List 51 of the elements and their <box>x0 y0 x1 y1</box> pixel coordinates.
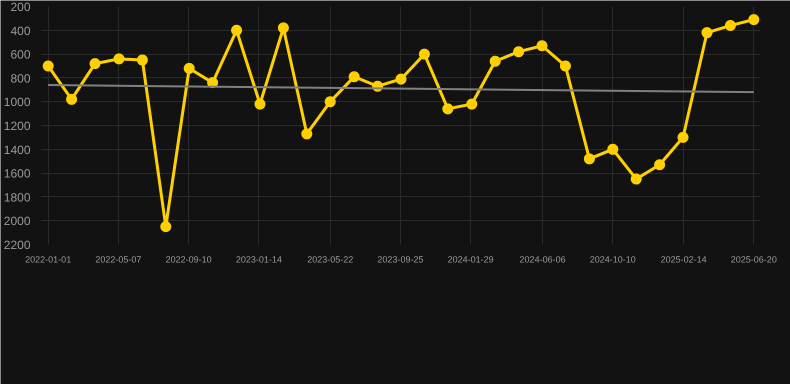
x-tick-label: 2025-06-20 <box>730 254 777 264</box>
y-tick-label: 1600 <box>4 166 31 181</box>
point <box>442 103 454 114</box>
y-tick-label: 1000 <box>4 95 31 110</box>
point <box>701 27 712 38</box>
point <box>136 54 148 66</box>
point <box>654 159 666 170</box>
y-tick-label: 600 <box>10 48 31 62</box>
point <box>724 20 736 32</box>
point <box>324 96 336 108</box>
point <box>536 40 548 52</box>
point <box>466 98 478 110</box>
point <box>678 132 689 143</box>
point <box>513 46 524 58</box>
x-tick-label: 2024-01-29 <box>448 254 494 264</box>
point <box>418 48 430 60</box>
y-tick-label: 200 <box>10 0 31 14</box>
x-tick-label: 2022-09-10 <box>166 254 212 264</box>
y-tick-label: 1200 <box>4 119 31 133</box>
point <box>396 74 406 85</box>
point <box>301 128 312 140</box>
x-tick-label: 2024-10-10 <box>590 254 636 264</box>
point <box>160 221 172 232</box>
point <box>348 71 360 82</box>
point <box>66 94 78 105</box>
y-tick-label: 400 <box>10 24 31 38</box>
y-tick-label: 1400 <box>4 142 31 157</box>
y-tick-label: 800 <box>10 71 31 86</box>
x-tick-label: 2023-05-22 <box>307 254 354 264</box>
point <box>231 24 242 36</box>
x-tick-label: 2025-02-14 <box>660 254 707 264</box>
point <box>748 14 760 26</box>
y-tick-label: 2000 <box>4 214 31 228</box>
point <box>490 56 501 67</box>
x-tick-label: 2023-09-25 <box>377 254 424 264</box>
point <box>560 60 571 72</box>
point <box>113 53 124 64</box>
point <box>630 174 642 185</box>
point <box>42 60 54 72</box>
point <box>278 22 289 34</box>
point <box>184 62 195 74</box>
x-tick-label: 2022-01-01 <box>25 254 72 264</box>
point <box>584 153 595 164</box>
point <box>90 58 101 70</box>
x-tick-label: 2024-06-06 <box>520 254 566 264</box>
point <box>254 98 266 110</box>
y-tick-label: 2200 <box>4 238 31 252</box>
point <box>607 144 618 155</box>
y-tick-label: 1800 <box>4 190 31 204</box>
x-tick-label: 2023-01-14 <box>236 254 282 264</box>
x-tick-label: 2022-05-07 <box>95 254 142 264</box>
